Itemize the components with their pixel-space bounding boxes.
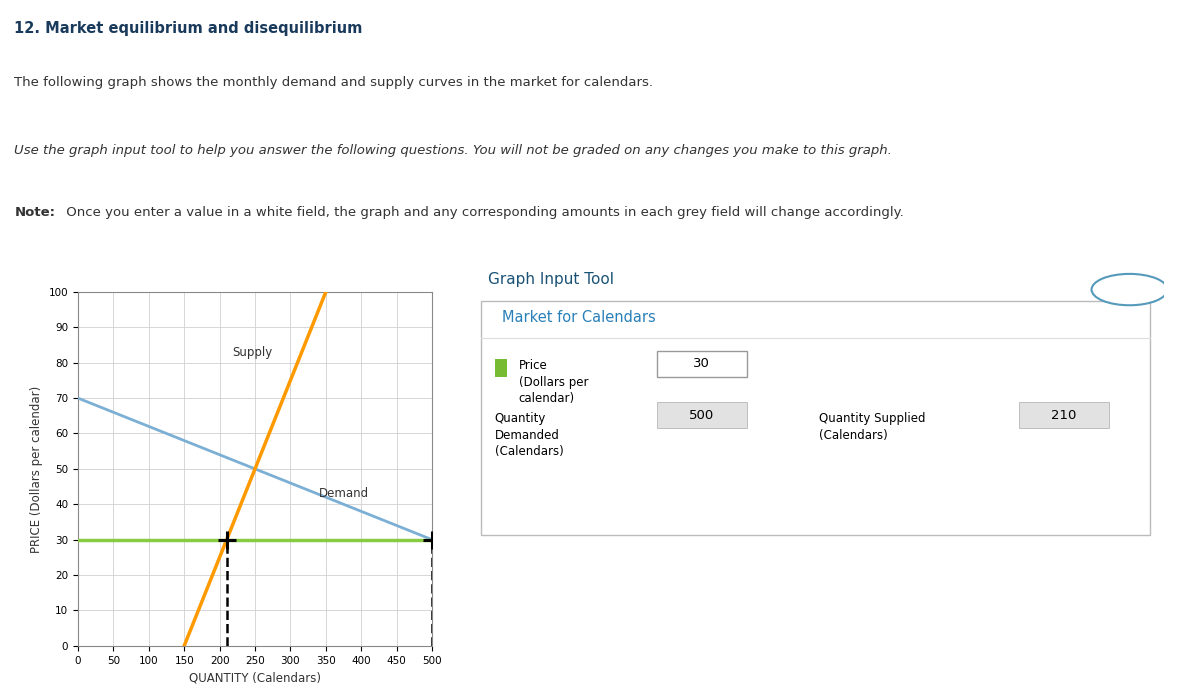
Text: 30: 30 — [694, 357, 710, 370]
Text: The following graph shows the monthly demand and supply curves in the market for: The following graph shows the monthly de… — [14, 76, 653, 89]
Text: 210: 210 — [1051, 409, 1076, 422]
FancyBboxPatch shape — [656, 402, 746, 428]
FancyBboxPatch shape — [656, 351, 746, 376]
Text: Quantity
Demanded
(Calendars): Quantity Demanded (Calendars) — [494, 412, 564, 458]
Text: Market for Calendars: Market for Calendars — [502, 310, 655, 324]
Text: ?: ? — [1126, 282, 1134, 297]
Text: Demand: Demand — [319, 487, 368, 500]
FancyBboxPatch shape — [481, 301, 1150, 534]
FancyBboxPatch shape — [1019, 402, 1109, 428]
Text: 500: 500 — [689, 409, 714, 422]
Text: Once you enter a value in a white field, the graph and any corresponding amounts: Once you enter a value in a white field,… — [62, 206, 904, 219]
Y-axis label: PRICE (Dollars per calendar): PRICE (Dollars per calendar) — [30, 385, 43, 552]
Text: Note:: Note: — [14, 206, 55, 219]
Text: Price
(Dollars per
calendar): Price (Dollars per calendar) — [518, 359, 588, 405]
FancyBboxPatch shape — [494, 359, 508, 376]
Text: 12. Market equilibrium and disequilibrium: 12. Market equilibrium and disequilibriu… — [14, 21, 362, 36]
Circle shape — [1092, 274, 1168, 305]
X-axis label: QUANTITY (Calendars): QUANTITY (Calendars) — [190, 671, 322, 684]
Text: Quantity Supplied
(Calendars): Quantity Supplied (Calendars) — [818, 412, 925, 442]
Text: Supply: Supply — [233, 346, 272, 359]
Text: Graph Input Tool: Graph Input Tool — [487, 273, 613, 287]
Text: Use the graph input tool to help you answer the following questions. You will no: Use the graph input tool to help you ans… — [14, 144, 893, 157]
